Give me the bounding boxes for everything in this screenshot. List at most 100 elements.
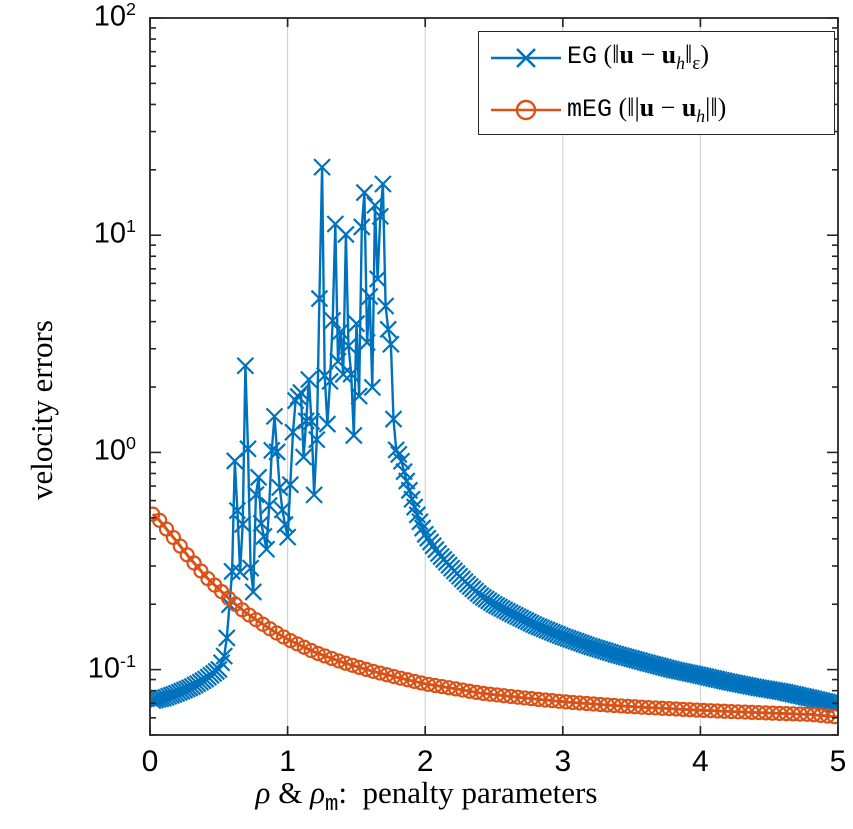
x-marker: [696, 667, 715, 686]
axes-box: [149, 17, 839, 736]
x-marker: [397, 472, 416, 490]
x-marker: [268, 443, 286, 461]
x-marker: [813, 692, 831, 710]
o-marker: [420, 676, 436, 692]
x-marker: [593, 641, 612, 659]
x-marker: [215, 647, 233, 665]
o-marker: [427, 677, 443, 694]
x-marker: [236, 356, 255, 375]
o-marker: [358, 661, 374, 677]
x-marker: [681, 664, 699, 682]
x-marker: [572, 634, 591, 652]
x-marker: [606, 645, 625, 663]
x-marker: [321, 372, 339, 391]
x-marker: [331, 322, 350, 341]
x-marker: [556, 628, 575, 647]
x-marker: [382, 335, 400, 354]
x-marker: [686, 665, 704, 684]
x-marker: [633, 652, 651, 671]
x-marker: [588, 639, 607, 658]
x-marker: [538, 621, 556, 639]
x-marker: [802, 689, 821, 708]
x-marker: [771, 682, 789, 701]
x-marker: [273, 501, 292, 519]
x-marker: [617, 648, 636, 666]
x-marker: [577, 636, 596, 654]
x-marker: [305, 486, 323, 504]
x-marker: [704, 669, 723, 688]
x-marker: [818, 693, 837, 711]
legend-entry-meg[interactable]: mEG (‖|u − uh|‖): [479, 84, 834, 136]
legend-label-meg: mEG (‖|u − uh|‖): [567, 92, 727, 127]
x-marker: [384, 410, 403, 428]
x-marker: [554, 627, 572, 646]
x-marker: [665, 661, 683, 679]
x-marker: [363, 378, 382, 397]
x-marker: [646, 656, 665, 674]
x-marker: [591, 640, 609, 659]
x-marker: [559, 629, 577, 648]
x-marker: [318, 415, 337, 433]
x-marker: [612, 646, 630, 665]
x-marker: [374, 175, 392, 193]
legend-sample-eg: [489, 45, 563, 71]
x-marker: [712, 671, 731, 690]
x-marker: [392, 452, 411, 471]
x-marker: [360, 287, 379, 306]
x-marker: [583, 638, 601, 656]
x-marker: [651, 657, 670, 676]
x-marker: [403, 490, 421, 509]
x-marker: [784, 685, 802, 703]
x-marker: [326, 215, 345, 233]
y-tick-1: 100: [93, 433, 136, 468]
x-marker: [654, 658, 673, 676]
o-marker: [406, 673, 423, 689]
x-marker: [622, 649, 641, 668]
legend-entry-eg[interactable]: EG (‖u − uh‖ε): [479, 32, 834, 84]
x-marker: [284, 423, 302, 441]
x-marker: [564, 631, 583, 650]
x-marker: [270, 478, 289, 497]
x-marker: [241, 559, 260, 577]
x-marker: [551, 626, 569, 645]
x-marker: [599, 642, 617, 661]
x-marker: [329, 352, 347, 371]
o-marker: [372, 665, 388, 681]
x-marker: [342, 365, 360, 383]
x-marker: [543, 623, 562, 642]
x-marker: [379, 320, 398, 339]
x-marker: [789, 686, 808, 705]
x-marker: [691, 666, 710, 685]
x-marker: [395, 462, 413, 481]
x-marker: [345, 426, 363, 445]
x-marker: [786, 685, 805, 704]
y-tick-3: 102: [93, 0, 136, 33]
x-marker: [249, 468, 268, 487]
x-marker: [527, 616, 546, 635]
x-marker: [334, 365, 353, 384]
legend[interactable]: EG (‖u − uh‖ε) mEG (‖|u − uh|‖): [478, 31, 835, 135]
x-marker: [630, 651, 649, 670]
o-marker: [365, 663, 381, 679]
x-marker: [400, 481, 419, 500]
x-marker: [260, 496, 278, 515]
x-tick-4: 4: [692, 745, 709, 778]
o-marker: [399, 672, 416, 688]
x-marker: [688, 666, 707, 684]
x-tick-1: 1: [279, 745, 296, 778]
x-marker: [585, 638, 604, 657]
x-marker: [300, 370, 318, 389]
x-marker: [567, 632, 585, 651]
x-marker: [390, 445, 408, 464]
markers: [150, 158, 838, 714]
x-marker: [535, 620, 554, 638]
x-marker: [371, 207, 390, 226]
x-marker: [546, 624, 564, 643]
x-marker: [368, 270, 387, 288]
x-marker: [781, 684, 800, 703]
x-marker: [323, 311, 342, 330]
x-marker: [339, 337, 358, 355]
series-EG: [150, 158, 838, 714]
